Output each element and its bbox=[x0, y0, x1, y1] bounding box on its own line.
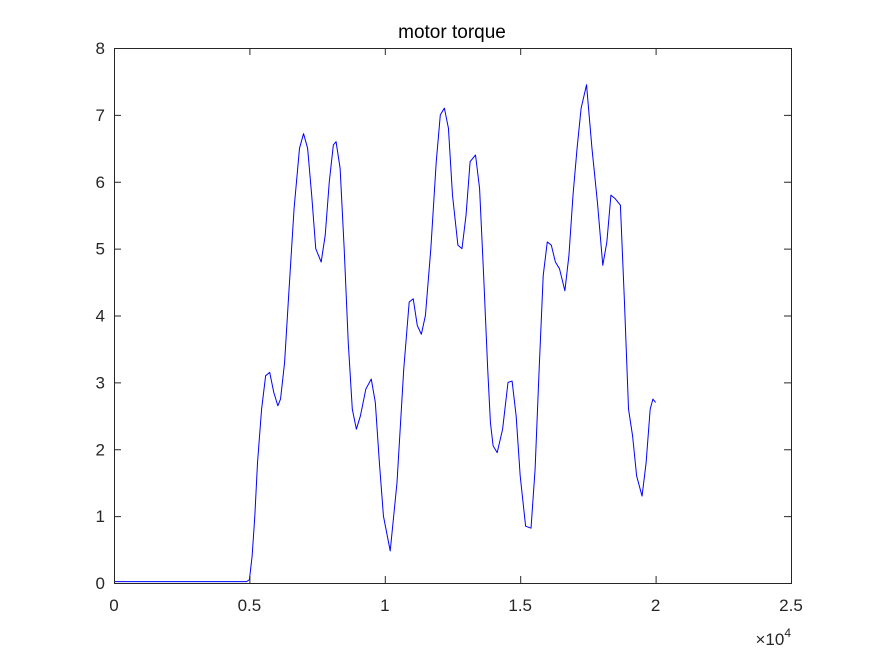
data-layer bbox=[114, 84, 656, 583]
x-axis-exponent-power: 4 bbox=[784, 626, 791, 640]
y-tick-label: 7 bbox=[96, 106, 105, 125]
y-tick-label: 8 bbox=[96, 39, 105, 58]
x-axis-exponent-label: ×104 bbox=[755, 626, 791, 649]
y-tick-label: 6 bbox=[96, 173, 105, 192]
x-axis-exponent-base: ×10 bbox=[755, 630, 784, 649]
y-tick-label: 3 bbox=[96, 373, 105, 392]
x-tick-label: 0 bbox=[109, 596, 118, 615]
y-tick-label: 1 bbox=[96, 507, 105, 526]
x-tick-label: 1 bbox=[380, 596, 389, 615]
series-line-1 bbox=[114, 84, 656, 583]
x-tick-label: 0.5 bbox=[238, 596, 262, 615]
y-tick-label: 4 bbox=[96, 307, 105, 326]
x-tick-label: 2 bbox=[651, 596, 660, 615]
y-axis: 0 1 2 3 4 5 6 7 8 bbox=[96, 39, 791, 593]
x-axis: 0 0.5 1 1.5 2 2.5 bbox=[109, 48, 803, 615]
plot-area bbox=[114, 48, 791, 583]
y-tick-label: 5 bbox=[96, 240, 105, 259]
chart-title: motor torque bbox=[398, 22, 506, 43]
x-tick-label: 1.5 bbox=[508, 596, 532, 615]
y-tick-label: 2 bbox=[96, 440, 105, 459]
x-tick-label: 2.5 bbox=[779, 596, 803, 615]
y-tick-label: 0 bbox=[96, 574, 105, 593]
